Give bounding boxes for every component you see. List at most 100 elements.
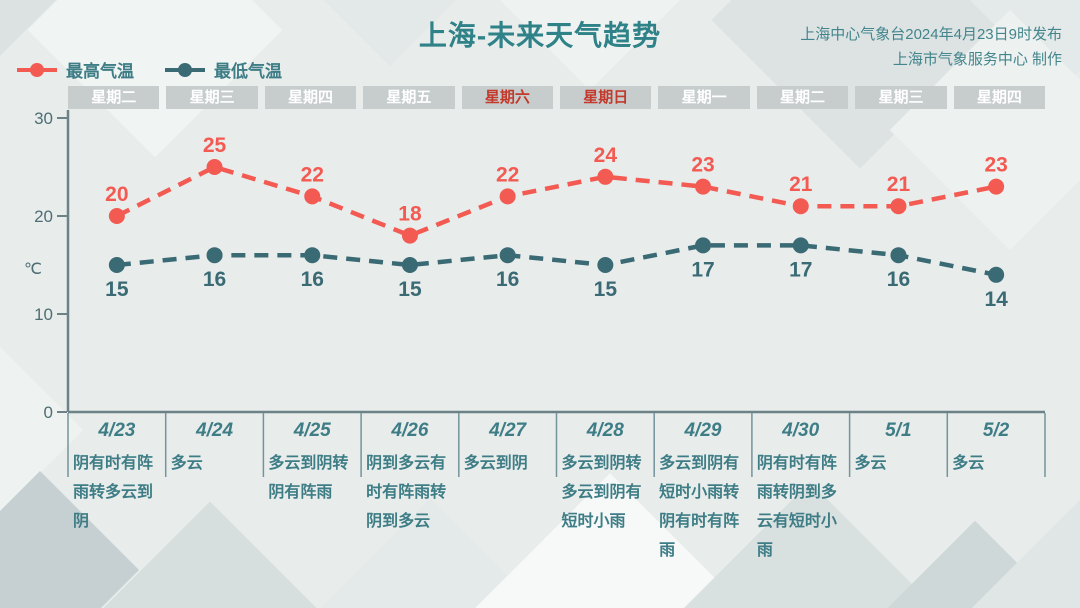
forecast-date: 4/28	[586, 420, 624, 441]
forecast-description: 多云到阴	[463, 455, 528, 472]
data-point	[304, 247, 321, 264]
data-point-label: 15	[594, 278, 618, 301]
data-point	[206, 159, 223, 175]
forecast-date: 4/30	[782, 420, 820, 441]
forecast-description: 阴有时有阵雨转多云到阴	[73, 455, 154, 530]
weekday-box: 星期三	[166, 86, 258, 109]
data-point-label: 22	[496, 163, 519, 186]
data-point-label: 24	[594, 144, 618, 167]
forecast-date: 5/1	[885, 420, 912, 441]
forecast-cell: 4/28 多云到阴转多云到阴有短时小雨	[556, 420, 654, 565]
publisher-line2: 上海市气象服务中心 制作	[892, 51, 1062, 68]
forecast-description: 多云到阴转多云到阴有短时小雨	[561, 455, 642, 530]
data-point	[499, 247, 516, 264]
data-point	[499, 188, 516, 205]
forecast-date: 5/2	[982, 420, 1010, 441]
data-point	[988, 178, 1005, 195]
weekday-box: 星期一	[658, 86, 750, 109]
forecast-cell: 4/25 多云到阴转阴有阵雨	[263, 420, 361, 565]
data-point	[792, 237, 809, 254]
low-temp-marker-icon	[165, 62, 205, 77]
forecast-date: 4/29	[684, 420, 722, 441]
forecast-cell: 4/30 阴有时有阵雨转阴到多云有短时小雨	[752, 420, 850, 565]
forecast-date: 4/26	[391, 420, 429, 441]
data-point-label: 20	[105, 183, 128, 206]
data-point-label: 22	[301, 163, 324, 186]
data-point	[108, 257, 125, 273]
data-point-label: 16	[301, 268, 324, 291]
legend-item-low-temp: 最低气温	[164, 57, 282, 82]
weekday-row: 星期二 星期三 星期四 星期五 星期六 星期日 星期一 星期二 星期三 星期四	[68, 86, 1046, 109]
legend-item-high-temp: 最高气温	[16, 57, 134, 82]
data-point	[890, 198, 907, 215]
forecast-description: 多云到阴转阴有阵雨	[268, 455, 349, 501]
data-point	[792, 198, 809, 215]
weekday-box: 星期四	[953, 86, 1046, 109]
weekday-box: 星期日	[560, 86, 652, 109]
data-point-label: 16	[203, 268, 226, 291]
data-point-label: 21	[887, 173, 911, 196]
forecast-description: 阴到多云有时有阵雨转阴到多云	[366, 455, 447, 530]
data-point-label: 17	[691, 258, 714, 281]
forecast-description: 多云到阴有短时小雨转阴有时有阵雨	[659, 455, 740, 559]
data-point	[597, 168, 614, 185]
forecast-description: 多云	[170, 455, 203, 472]
data-point	[401, 257, 418, 273]
forecast-date: 4/27	[489, 420, 527, 441]
forecast-cell: 5/2 多云	[947, 420, 1045, 565]
data-point-label: 16	[496, 268, 519, 291]
high-temp-marker-icon	[17, 62, 57, 77]
data-point	[695, 178, 712, 195]
data-point	[401, 227, 418, 244]
y-axis-unit: ℃	[24, 261, 42, 278]
data-point-label: 16	[887, 268, 910, 291]
data-point	[890, 247, 907, 264]
y-tick-label: 10	[34, 305, 53, 324]
forecast-date: 4/24	[196, 420, 234, 441]
forecast-date: 4/23	[98, 420, 136, 441]
forecast-date: 4/25	[293, 420, 331, 441]
weekday-box: 星期二	[756, 86, 849, 109]
legend-label-low: 最低气温	[214, 62, 282, 81]
page-title: 上海-未来天气趋势	[418, 20, 662, 51]
weekday-box: 星期三	[855, 86, 947, 109]
publisher-info: 上海中心气象台2024年4月23日9时发布 上海市气象服务中心 制作	[800, 22, 1062, 72]
data-point-label: 21	[789, 173, 813, 196]
data-point	[988, 266, 1005, 283]
weekday-box: 星期四	[264, 86, 357, 109]
forecast-cell: 4/23 阴有时有阵雨转多云到阴	[68, 420, 166, 565]
data-point-label: 17	[789, 258, 812, 281]
forecast-cell: 5/1 多云	[850, 420, 948, 565]
weekday-box: 星期五	[363, 86, 455, 109]
legend-label-high: 最高气温	[66, 62, 134, 81]
weekday-box: 星期二	[68, 86, 160, 109]
forecast-description: 多云	[854, 455, 887, 472]
data-point-label: 15	[398, 278, 422, 301]
forecast-cell: 4/29 多云到阴有短时小雨转阴有时有阵雨	[654, 420, 752, 565]
forecast-cell: 4/27 多云到阴	[459, 420, 557, 565]
forecast-cell: 4/24 多云	[166, 420, 264, 565]
y-tick-label: 0	[44, 403, 53, 422]
data-point	[206, 247, 223, 264]
weekday-box: 星期六	[461, 86, 554, 109]
data-point-label: 15	[105, 278, 129, 301]
data-point-label: 25	[203, 134, 227, 157]
data-point-label: 23	[984, 154, 1007, 177]
data-point	[108, 208, 125, 224]
temperature-line	[115, 164, 997, 239]
data-point-label: 23	[691, 154, 714, 177]
forecast-description: 阴有时有阵雨转阴到多云有短时小雨	[756, 455, 837, 559]
forecast-table: 4/23 阴有时有阵雨转多云到阴 4/24 多云 4/25 多云到阴转阴有阵雨 4/26 阴到…	[68, 420, 1045, 565]
data-point	[695, 237, 712, 254]
y-tick-label: 20	[34, 207, 53, 226]
publisher-line1: 上海中心气象台2024年4月23日9时发布	[800, 26, 1062, 43]
forecast-description: 多云	[952, 455, 985, 472]
data-point-label: 14	[984, 288, 1008, 311]
temperature-line	[116, 243, 997, 278]
data-point	[597, 257, 614, 273]
data-point	[304, 188, 321, 205]
forecast-cell: 4/26 阴到多云有时有阵雨转阴到多云	[361, 420, 459, 565]
data-point-label: 18	[398, 203, 422, 226]
